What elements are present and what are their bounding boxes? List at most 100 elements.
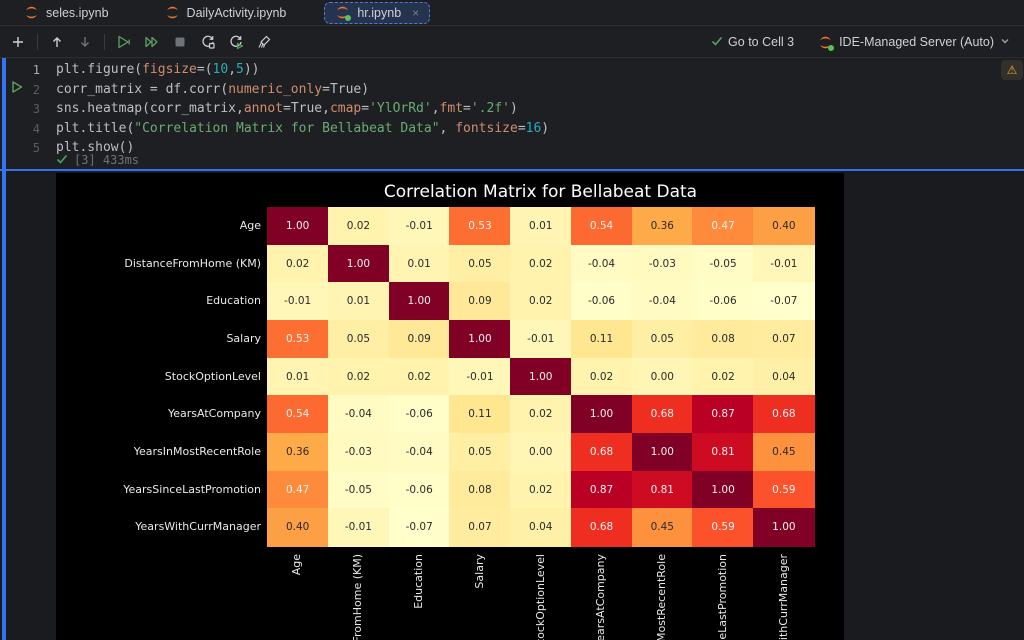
line-number: 2	[32, 82, 40, 97]
run-all-cells-button[interactable]	[140, 30, 164, 54]
code-token: 5	[236, 62, 244, 77]
run-cell-button[interactable]	[112, 30, 136, 54]
line-number: 3	[32, 102, 40, 116]
inspection-warning-widget[interactable]: ⚠	[1001, 60, 1023, 80]
heatmap-cell: 0.11	[570, 320, 633, 359]
heatmap-cell: -0.03	[631, 244, 693, 283]
heatmap-cell: 0.05	[631, 320, 693, 359]
code-text: plt.title("Correlation Matrix for Bellab…	[56, 119, 549, 139]
jupyter-file-icon	[335, 5, 352, 21]
selected-cell-indicator	[2, 58, 6, 640]
tab-DailyActivity-ipynb[interactable]: DailyActivity.ipynb	[155, 2, 297, 24]
heatmap-cell: 0.45	[753, 433, 815, 472]
code-token: cmap	[329, 101, 362, 116]
heatmap-cell: 1.00	[267, 207, 329, 246]
x-tick-label: YearsSinceLastPromotion	[715, 554, 729, 640]
code-text: plt.figure(figsize=(10,5))	[56, 60, 260, 80]
heatmap-cell: 1.00	[327, 244, 390, 283]
heatmap-cell: 0.54	[267, 395, 329, 434]
y-tick-label: DistanceFromHome (KM)	[124, 256, 261, 270]
code-token: "Correlation Matrix for Bellabeat Data"	[134, 120, 440, 136]
code-text: sns.heatmap(corr_matrix,annot=True,cmap=…	[56, 99, 518, 119]
code-token: ))	[243, 62, 260, 77]
check-icon	[56, 153, 68, 168]
x-tick-label: StockOptionLevel	[533, 554, 547, 640]
code-token: 10	[212, 62, 229, 77]
stop-kernel-button[interactable]	[168, 30, 192, 54]
heatmap-cell: 0.81	[631, 470, 693, 509]
move-cell-down-button[interactable]	[73, 30, 97, 54]
heatmap-cell: 1.00	[692, 470, 754, 509]
cell-output-area: Correlation Matrix for Bellabeat Data 1.…	[0, 171, 1024, 640]
go-to-cell-button[interactable]: Go to Cell 3	[711, 35, 794, 50]
restart-kernel-button[interactable]	[196, 30, 220, 54]
heatmap-cell: 0.01	[267, 357, 329, 396]
heatmap-cell: 1.00	[388, 282, 450, 321]
cell-output-divider	[0, 169, 1024, 171]
code-token: True	[290, 101, 323, 116]
line-number: 4	[32, 121, 40, 136]
heatmap-cell: 0.02	[327, 207, 390, 246]
heatmap-cell: -0.03	[327, 433, 390, 472]
y-tick-label: YearsInMostRecentRole	[133, 444, 261, 458]
code-token: )	[510, 101, 518, 116]
restart-and-run-all-button[interactable]	[224, 30, 248, 54]
code-token: sns.heatmap(corr_matrix,	[56, 101, 244, 116]
y-tick-label: YearsSinceLastPromotion	[123, 482, 261, 496]
heatmap-cell: 0.59	[753, 470, 815, 509]
heatmap-cell: 0.02	[510, 395, 572, 434]
code-token: corr_matrix = df.corr(	[56, 81, 229, 97]
heatmap-cell: 1.00	[753, 508, 815, 547]
code-token: =	[361, 101, 370, 116]
notebook-toolbar: Go to Cell 3 IDE-Managed Server (Auto)	[0, 27, 1024, 58]
heatmap-cell: 0.68	[570, 433, 633, 472]
heatmap-cell: 0.59	[692, 508, 754, 547]
tab-hr-ipynb[interactable]: hr.ipynb ×	[324, 1, 431, 24]
code-token: =(	[196, 62, 213, 77]
heatmap-cell: 0.00	[631, 357, 693, 396]
heatmap-cell: 0.36	[267, 433, 329, 472]
toolbar-group	[45, 30, 97, 54]
line-number: 1	[32, 63, 40, 77]
heatmap-cell: 0.01	[510, 207, 572, 246]
heatmap-cell: 0.04	[510, 508, 572, 547]
jupyter-server-icon	[818, 35, 835, 51]
x-tick-label: YearsAtCompany	[594, 554, 608, 640]
code-token: =	[517, 120, 526, 136]
code-token: )	[541, 120, 550, 136]
y-tick-label: Education	[206, 294, 261, 308]
add-cell-button[interactable]	[6, 30, 30, 54]
execution-status: [3] 433ms	[56, 151, 139, 169]
toolbar-separator	[37, 34, 38, 50]
server-selector[interactable]: IDE-Managed Server (Auto)	[818, 35, 1010, 51]
code-cell-editor[interactable]: 1 plt.figure(figsize=(10,5)) 2 corr_matrix …	[0, 58, 1024, 170]
heatmap-cell: -0.05	[327, 470, 390, 509]
heatmap-cell: -0.01	[267, 282, 329, 321]
move-cell-up-button[interactable]	[45, 30, 69, 54]
code-token: numeric_only	[228, 81, 323, 97]
jupyter-file-icon	[24, 5, 39, 20]
heatmap-cell: 0.02	[510, 244, 572, 283]
code-token: ,	[322, 101, 330, 116]
code-token: plt.title(	[56, 120, 135, 136]
tab-seles-ipynb[interactable]: seles.ipynb	[14, 2, 119, 24]
heatmap-cell: 0.04	[753, 357, 815, 396]
heatmap-cell: 0.68	[631, 395, 693, 434]
heatmap-cell: 0.87	[570, 470, 633, 509]
heatmap-cell: 0.01	[388, 244, 450, 283]
clear-outputs-button[interactable]	[252, 30, 276, 54]
heatmap-cell: 0.05	[449, 244, 511, 283]
heatmap-cell: 0.02	[570, 357, 633, 396]
server-label: IDE-Managed Server (Auto)	[839, 35, 994, 49]
heatmap-cell: 0.36	[631, 207, 693, 246]
heatmap-cell: -0.06	[388, 395, 450, 434]
code-token: '.2f'	[470, 101, 510, 116]
y-tick-label: YearsAtCompany	[168, 407, 261, 421]
heatmap-cell: 1.00	[510, 357, 572, 396]
heatmap-cell: 0.00	[510, 433, 572, 472]
tab-close-icon[interactable]: ×	[412, 5, 420, 20]
heatmap-cell: -0.01	[327, 508, 390, 547]
heatmap-cell: -0.05	[692, 244, 754, 283]
run-cell-gutter-icon[interactable]	[10, 80, 24, 94]
